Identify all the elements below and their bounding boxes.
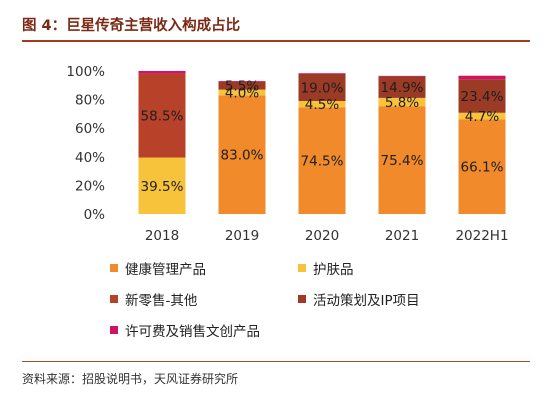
bar-segment [298,107,346,214]
bar-segment [298,101,346,108]
legend-label: 新零售-其他 [125,293,198,309]
bar-segment [218,81,266,90]
bar-segment [218,89,266,96]
y-tick-label: 80% [75,93,105,109]
source-note: 资料来源：招股说明书，天风证券研究所 [22,372,239,386]
data-label: 5.5% [225,79,259,95]
data-label: 39.5% [141,179,184,195]
bar-segment [218,95,266,214]
data-label: 66.1% [461,160,504,176]
legend-swatch [110,326,118,334]
legend-label: 健康管理产品 [125,262,206,278]
bar-segment [138,71,186,74]
x-tick-label: 2019 [225,228,259,244]
legend-item: 新零售-其他 [110,289,197,309]
data-label: 4.7% [465,109,499,125]
y-tick-label: 0% [84,207,106,223]
y-tick-label: 20% [75,178,105,194]
legend-item: 护肤品 [298,258,354,278]
legend-label: 护肤品 [313,262,354,278]
legend-label: 活动策划及IP项目 [313,293,420,309]
bar-segment [218,81,266,82]
bar-segment [378,106,426,214]
footer-divider [22,361,530,362]
data-label: 19.0% [301,80,344,96]
data-label: 14.9% [381,80,424,96]
legend-swatch [110,295,118,303]
y-tick-label: 40% [75,150,105,166]
legend-item: 健康管理产品 [110,258,206,278]
bar-segment [138,73,186,158]
bar-segment [458,112,506,120]
legend-swatch [298,264,306,272]
data-label: 4.5% [305,97,339,113]
y-tick-label: 100% [66,64,105,80]
data-label: 5.8% [385,95,419,111]
legend-label: 许可费及销售文创产品 [125,324,260,340]
bar-segment [458,75,506,80]
legend-item: 活动策划及IP项目 [298,289,420,309]
bar-segment [378,97,426,107]
x-tick-label: 2020 [305,228,339,244]
data-label: 74.5% [301,154,344,170]
data-label: 58.5% [141,109,184,125]
x-tick-label: 2022H1 [455,228,508,244]
bar-segment [458,79,506,113]
x-tick-label: 2018 [145,228,179,244]
data-label: 75.4% [381,153,424,169]
bar-segment [138,157,186,214]
x-tick-label: 2021 [385,228,419,244]
legend-swatch [298,295,306,303]
bar-segment [378,75,426,77]
legend-item: 许可费及销售文创产品 [110,320,260,340]
bar-segment [378,76,426,98]
data-label: 23.4% [461,89,504,105]
legend-swatch [110,264,118,272]
bar-segment [298,73,346,102]
data-label: 4.0% [225,85,259,101]
data-label: 83.0% [221,148,264,164]
chart-title: 图 4：巨星传奇主营收入构成占比 [22,18,241,34]
bar-segment [458,119,506,214]
y-tick-label: 60% [75,121,105,137]
stacked-bar-chart: 0%20%40%60%80%100% 39.5%58.5%83.0%4.0%5.… [66,64,508,244]
bar-segment [298,73,346,74]
title-divider [22,40,530,42]
